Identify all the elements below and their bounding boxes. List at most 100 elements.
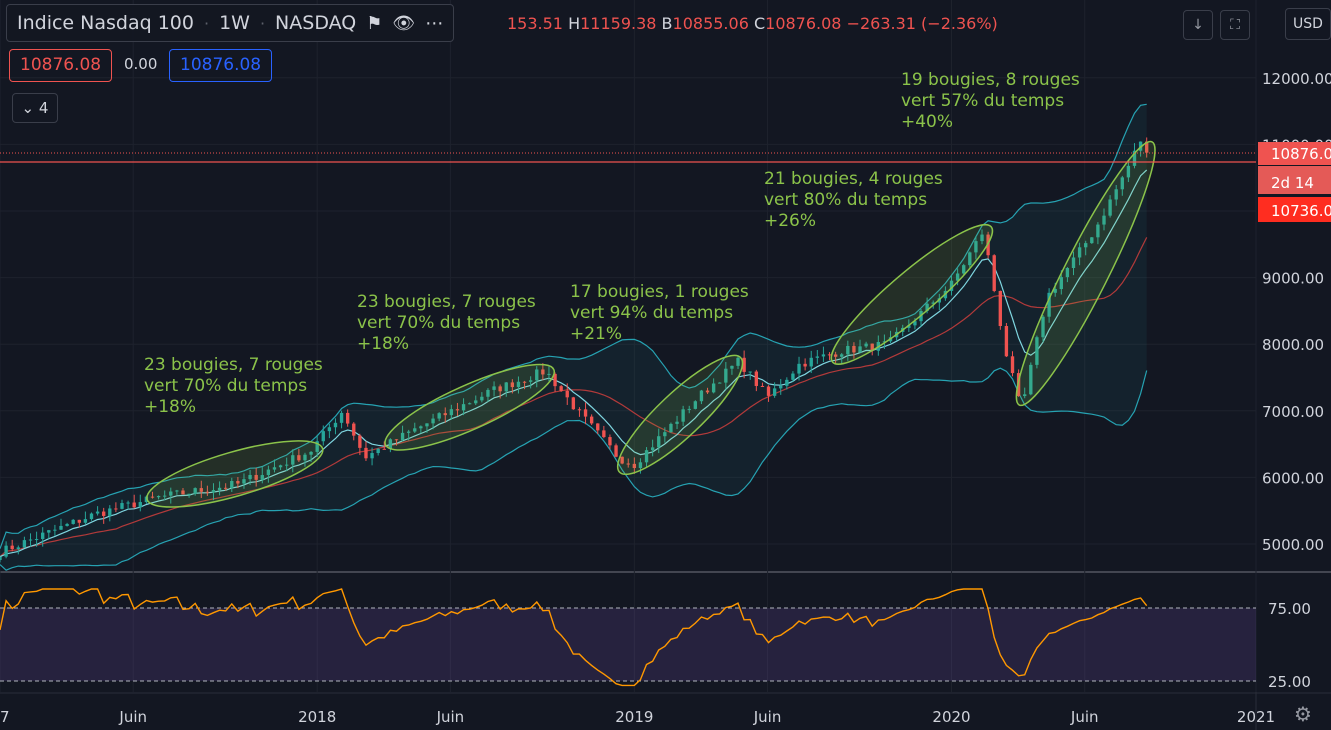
- candle-body: [181, 490, 185, 495]
- candle-body: [1132, 150, 1137, 166]
- rsi-band: [0, 608, 1256, 681]
- candle-body: [370, 453, 374, 459]
- candle-body: [34, 538, 39, 540]
- symbol-header[interactable]: Indice Nasdaq 100 · 1W · NASDAQ ⚑ 👁 ⋯: [6, 4, 455, 42]
- candle-body: [644, 450, 649, 463]
- candle-body: [583, 409, 588, 417]
- annotation-count-text: 23 bougies, 7 rouges: [144, 355, 323, 375]
- candle-body: [949, 280, 954, 291]
- interval-label[interactable]: 1W: [219, 12, 250, 34]
- candle-body: [1047, 292, 1051, 317]
- change-value: −263.31 (−2.36%): [846, 14, 998, 33]
- candle-body: [705, 390, 710, 393]
- candle-body: [89, 513, 94, 520]
- settings-gear-icon[interactable]: ⚙: [1294, 702, 1312, 726]
- candle-body: [955, 273, 960, 281]
- candle-body: [297, 455, 301, 461]
- price-tick-label: 9000.00: [1262, 270, 1324, 288]
- more-icon[interactable]: ⋯: [425, 12, 444, 34]
- candle-body: [815, 356, 820, 358]
- fullscreen-button[interactable]: ⛶: [1220, 10, 1250, 40]
- candle-body: [827, 354, 832, 356]
- flag-icon[interactable]: ⚑: [366, 12, 383, 34]
- candle-body: [254, 474, 258, 480]
- last-price-label-bg: [1258, 142, 1331, 165]
- candle-body: [400, 432, 405, 441]
- candle-body: [559, 386, 563, 391]
- candle-body: [1145, 141, 1149, 153]
- candle-body: [248, 474, 252, 480]
- eye-icon[interactable]: 👁: [392, 12, 416, 34]
- candle-body: [114, 508, 118, 510]
- candle-body: [724, 368, 728, 383]
- low-value: 10855.06: [672, 14, 749, 33]
- candle-body: [638, 462, 643, 469]
- candle-body: [126, 502, 130, 504]
- candle-body: [718, 382, 722, 384]
- candle-body: [16, 547, 20, 550]
- rsi-tick-label: 75.00: [1268, 600, 1311, 618]
- candle-body: [1041, 316, 1045, 338]
- annotation-gain: +18%: [144, 397, 196, 417]
- candle-body: [772, 388, 777, 396]
- candle-body: [138, 502, 142, 508]
- candle-body: [108, 508, 112, 516]
- time-tick-label: Juin: [436, 708, 465, 726]
- candle-body: [260, 475, 264, 480]
- candle-body: [1065, 268, 1070, 278]
- bollinger-lower-line: [0, 367, 1148, 571]
- trend-ellipse: [384, 363, 556, 451]
- candle-body: [693, 401, 698, 409]
- candle-body: [467, 403, 472, 405]
- candle-body: [699, 390, 704, 402]
- countdown-label: 2d 14: [1271, 174, 1314, 192]
- rsi-line: [0, 588, 1148, 687]
- candle-body: [187, 493, 191, 495]
- candle-body: [413, 428, 417, 432]
- candle-body: [71, 519, 75, 524]
- candle-body: [968, 252, 972, 266]
- indicators-toggle-button[interactable]: ⌄ 4: [12, 93, 58, 123]
- time-tick-label: Juin: [118, 708, 147, 726]
- price-tick-label: 6000.00: [1262, 469, 1324, 487]
- candle-body: [28, 539, 33, 541]
- low-key: B: [661, 14, 673, 33]
- price-tick-label: 12000.00: [1262, 70, 1331, 88]
- level-price-label-bg: [1258, 197, 1331, 222]
- candle-body: [406, 431, 411, 433]
- candle-body: [156, 496, 161, 498]
- time-tick-label: 2018: [298, 708, 336, 726]
- candle-body: [535, 369, 539, 381]
- candle-body: [1023, 394, 1027, 397]
- candle-body: [242, 479, 246, 484]
- candle-body: [657, 436, 661, 448]
- exchange-label: NASDAQ: [275, 12, 357, 34]
- sell-button[interactable]: 10876.08: [9, 49, 113, 82]
- candle-body: [577, 409, 582, 411]
- candle-body: [376, 448, 380, 454]
- candle-body: [388, 439, 393, 449]
- candle-body: [1059, 277, 1063, 290]
- candle-body: [833, 354, 838, 357]
- candle-body: [492, 386, 496, 390]
- candle-body: [291, 455, 295, 465]
- trend-ellipse: [616, 354, 744, 476]
- candle-body: [1096, 224, 1100, 238]
- currency-button[interactable]: USD: [1285, 8, 1331, 40]
- buy-button[interactable]: 10876.08: [169, 49, 273, 82]
- candle-body: [589, 416, 594, 424]
- candle-body: [931, 302, 935, 304]
- header-separator: ·: [259, 13, 266, 33]
- candle-body: [614, 445, 618, 457]
- candle-body: [303, 454, 307, 461]
- candle-body: [449, 409, 454, 416]
- candle-body: [1035, 337, 1039, 365]
- annotation-count-text: 19 bougies, 8 rouges: [901, 70, 1080, 90]
- candle-body: [474, 400, 478, 404]
- annotation-count-text: 23 bougies, 7 rouges: [357, 292, 536, 312]
- candle-body: [315, 441, 319, 452]
- candle-body: [620, 456, 624, 464]
- symbol-name[interactable]: Indice Nasdaq 100: [17, 12, 194, 34]
- download-button[interactable]: ↓: [1183, 10, 1213, 40]
